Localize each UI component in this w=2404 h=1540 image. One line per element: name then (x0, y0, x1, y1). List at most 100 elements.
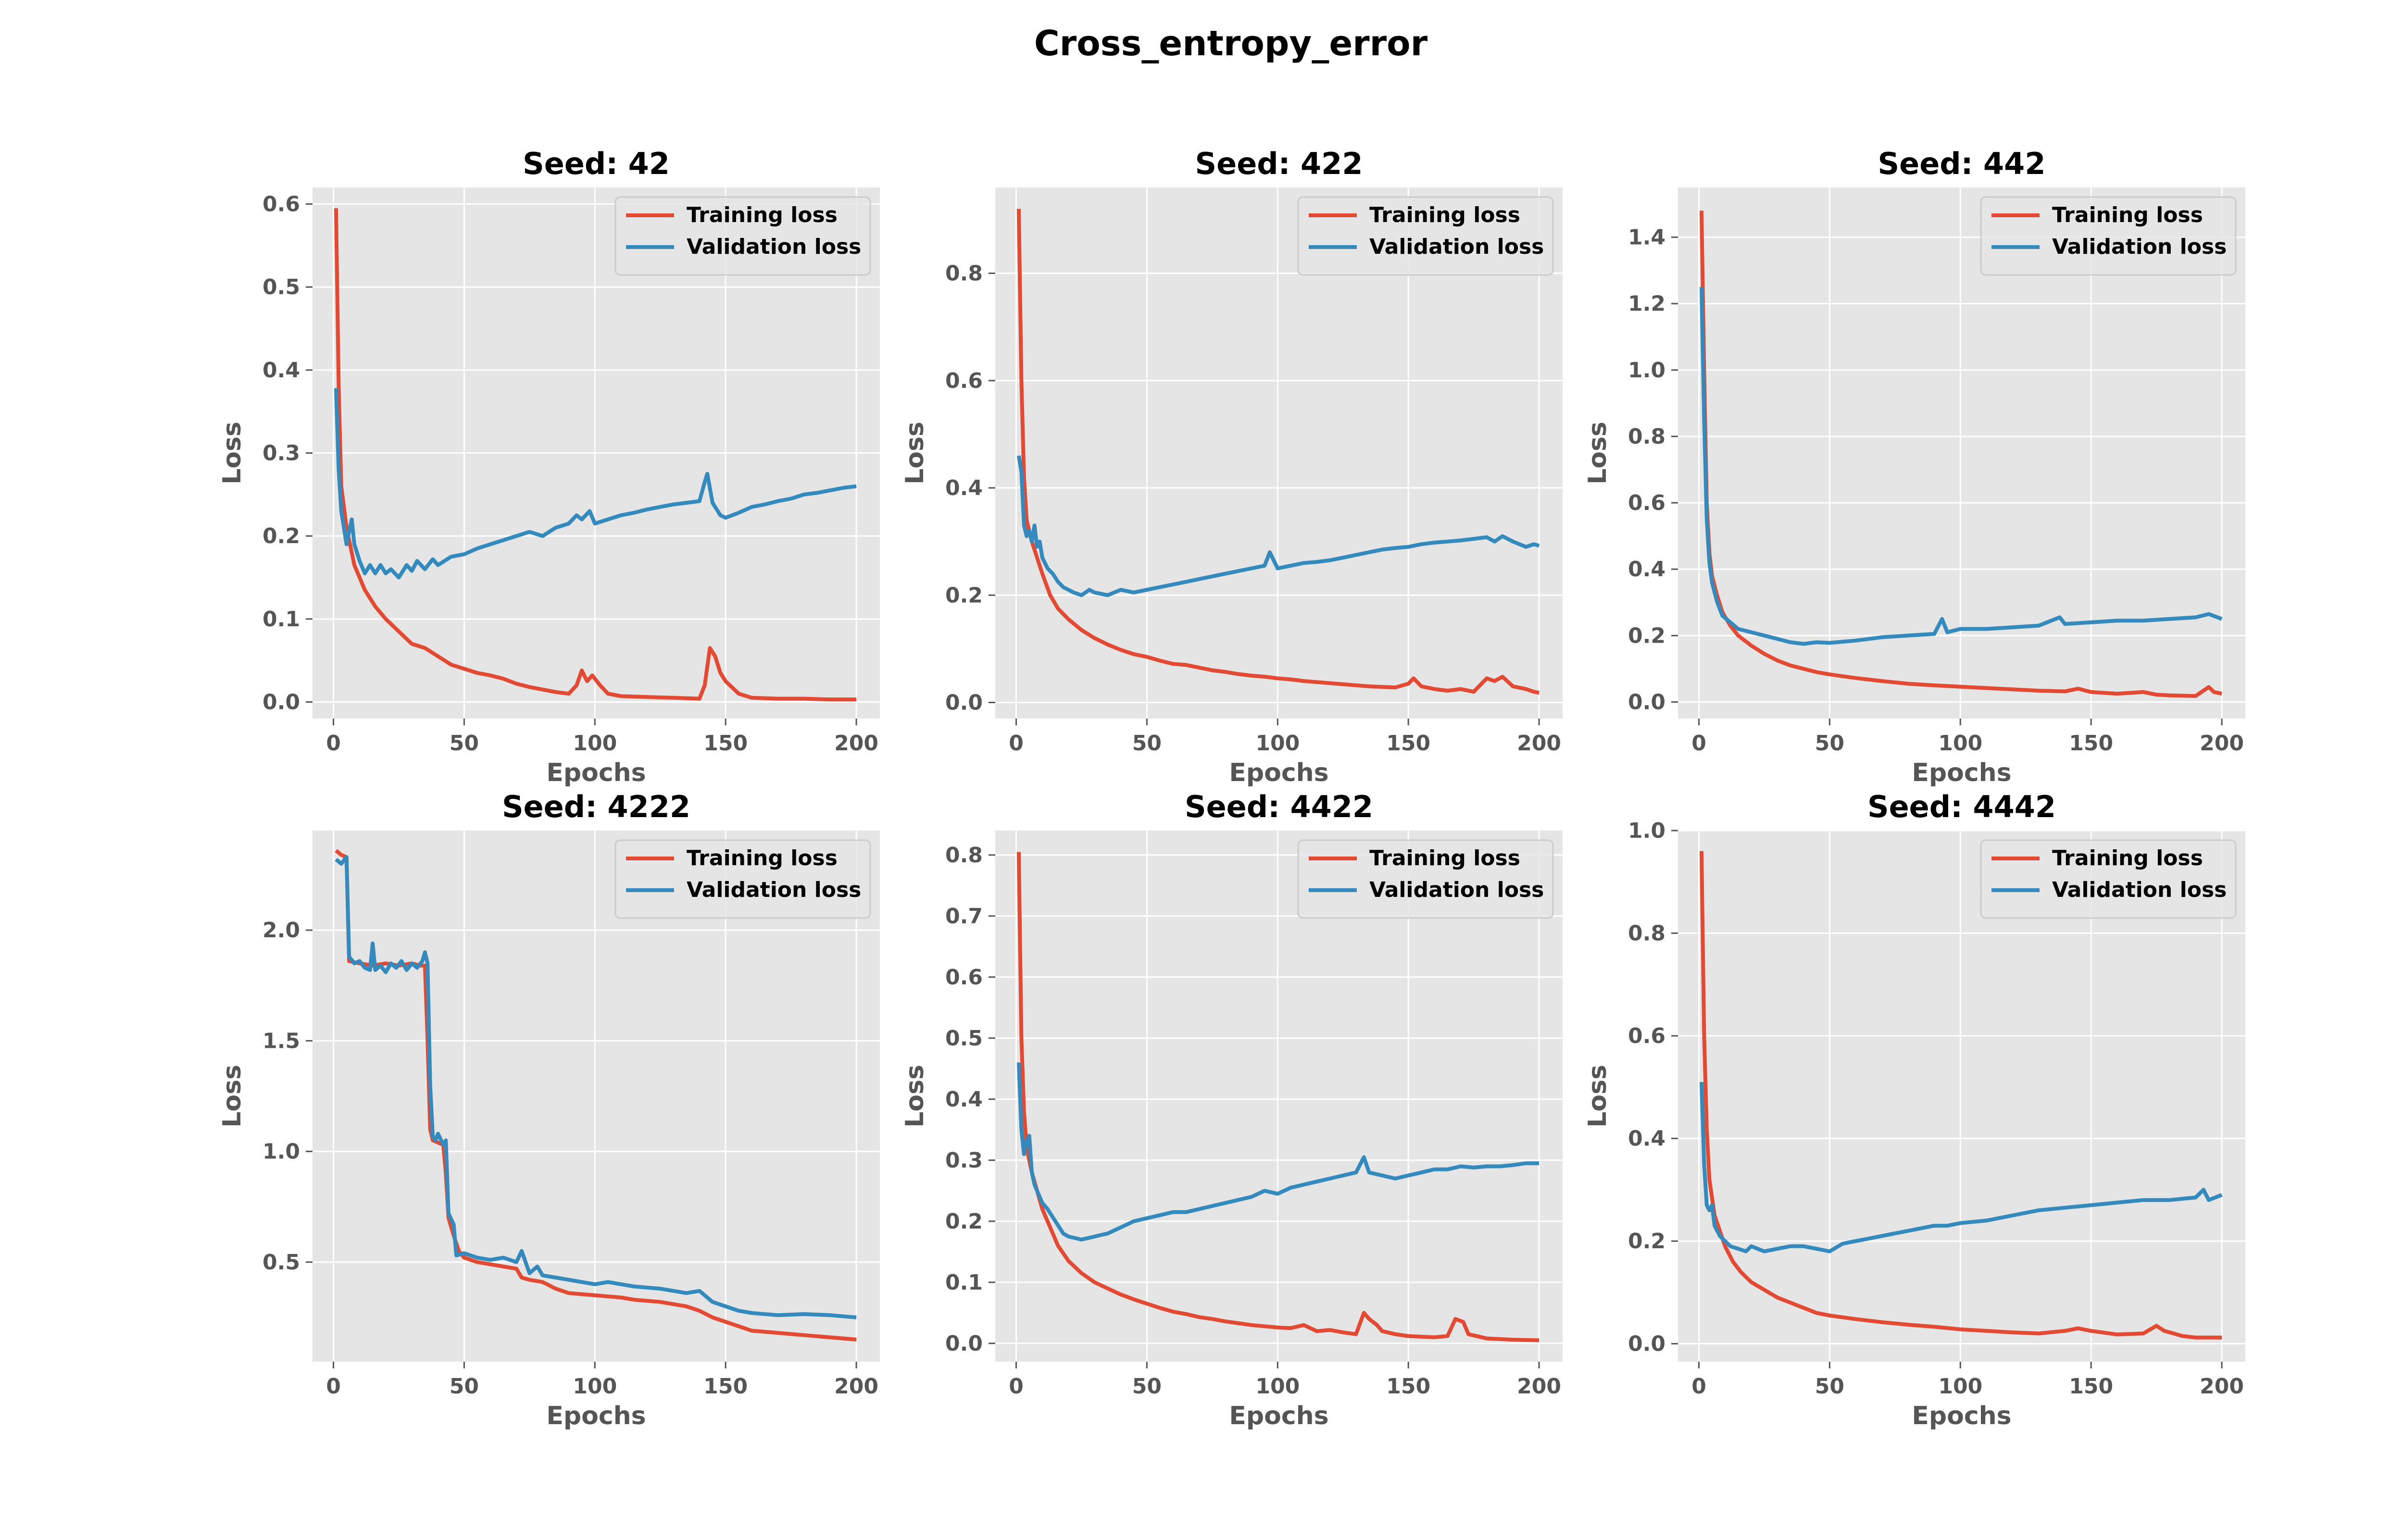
x-tick-label: 100 (1938, 731, 1982, 756)
y-axis-label: Loss (901, 422, 929, 484)
y-axis-label: Loss (218, 1065, 247, 1128)
legend-box (614, 196, 871, 276)
x-tick-label: 150 (703, 1374, 748, 1399)
x-tick-label: 50 (450, 731, 479, 756)
y-tick-label: 0.8 (1628, 921, 1665, 946)
legend-label: Training loss (2052, 846, 2203, 870)
y-tick-label: 0.1 (263, 607, 300, 632)
y-tick-label: 0.8 (945, 843, 983, 868)
legend-box (1297, 839, 1554, 919)
y-tick-label: 1.0 (1628, 819, 1665, 843)
y-tick-label: 0.4 (1628, 557, 1665, 582)
legend: Training loss Validation loss (1297, 196, 1554, 276)
validation-loss-line (1016, 1062, 1540, 1242)
x-tick-label: 50 (450, 1374, 479, 1399)
training-loss-line (1016, 852, 1540, 1342)
legend: Training loss Validation loss (614, 839, 871, 919)
legend: Training loss Validation loss (614, 196, 871, 276)
y-tick-label: 0.3 (263, 441, 300, 466)
y-tick-label: 0.6 (1628, 1024, 1665, 1048)
legend-label: Training loss (1369, 846, 1520, 870)
x-axis-label: Epochs (546, 758, 646, 787)
x-tick-label: 100 (573, 731, 617, 756)
legend-label: Validation loss (2052, 878, 2227, 902)
legend-label: Validation loss (2052, 235, 2227, 259)
legend-label: Training loss (687, 203, 838, 227)
x-tick-label: 150 (2069, 1374, 2113, 1399)
x-tick-label: 0 (326, 1374, 341, 1399)
x-axis-label: Epochs (1912, 758, 2011, 787)
validation-loss-line (335, 855, 857, 1319)
plot-area (995, 831, 1563, 1362)
legend-label: Validation loss (1369, 878, 1544, 902)
y-tick-label: 0.0 (263, 690, 300, 714)
validation-loss-line (1016, 455, 1540, 597)
legend-box (614, 839, 871, 919)
y-tick-label: 1.2 (1628, 292, 1665, 316)
legend-label: Training loss (1369, 203, 1520, 227)
subplot-6: 0 50 100 150 200 0.0 0.2 0.4 0.6 0.8 1.0 Seed: 4442… (1583, 789, 2245, 1430)
x-tick-label: 50 (1815, 1374, 1844, 1399)
y-axis-label: Loss (1583, 422, 1612, 484)
subplot-title: Seed: 442 (1878, 146, 2046, 181)
y-tick-label: 0.0 (1628, 1332, 1665, 1356)
y-axis-label: Loss (218, 422, 247, 484)
x-tick-label: 100 (1255, 731, 1300, 756)
legend: Training loss Validation loss (1980, 839, 2237, 919)
legend-box (1980, 839, 2237, 919)
y-tick-label: 0.2 (945, 1209, 983, 1234)
training-loss-line (1016, 209, 1540, 695)
x-tick-label: 100 (573, 1374, 617, 1399)
y-tick-label: 1.0 (1628, 358, 1665, 383)
x-tick-label: 0 (1009, 731, 1024, 756)
y-tick-label: 0.4 (945, 476, 983, 500)
validation-loss-line (1699, 1081, 2223, 1254)
y-tick-label: 0.2 (945, 583, 983, 608)
x-tick-label: 150 (1386, 731, 1430, 756)
x-tick-label: 150 (2069, 731, 2113, 756)
subplot-title: Seed: 4222 (502, 789, 690, 824)
legend: Training loss Validation loss (1980, 196, 2237, 276)
subplot-4: 0 50 100 150 200 0.5 1.0 1.5 2.0 Seed: 4222 Epochs… (218, 789, 880, 1430)
plot-area (995, 187, 1563, 719)
x-tick-label: 200 (2200, 731, 2244, 756)
validation-loss-line (334, 388, 857, 580)
y-tick-label: 0.5 (945, 1026, 983, 1051)
legend-label: Validation loss (687, 235, 861, 259)
subplot-2: 0 50 100 150 200 0.0 0.2 0.4 0.6 0.8 Seed: 422 Epoc… (901, 146, 1563, 787)
x-tick-label: 150 (703, 731, 748, 756)
subplot-1: 0 50 100 150 200 0.0 0.1 0.2 0.3 0.4 0.5 0.6 Seed: 4… (218, 146, 880, 787)
legend-label: Validation loss (1369, 235, 1544, 259)
subplot-title: Seed: 422 (1195, 146, 1363, 181)
y-tick-label: 0.0 (945, 1331, 983, 1356)
x-tick-label: 0 (1009, 1374, 1024, 1399)
x-tick-label: 200 (834, 731, 878, 756)
x-tick-label: 0 (1691, 1374, 1706, 1399)
legend-box (1297, 196, 1554, 276)
x-axis-label: Epochs (1229, 1402, 1328, 1430)
y-tick-label: 0.6 (263, 192, 300, 217)
x-tick-label: 50 (1132, 1374, 1162, 1399)
y-tick-label: 0.2 (1628, 623, 1665, 648)
legend: Training loss Validation loss (1297, 839, 1554, 919)
y-tick-label: 0.4 (945, 1087, 983, 1112)
validation-loss-line (1699, 287, 2223, 646)
x-tick-label: 50 (1815, 731, 1844, 756)
y-tick-label: 0.6 (945, 369, 983, 393)
y-tick-label: 0.6 (1628, 491, 1665, 515)
y-axis-label: Loss (901, 1065, 929, 1128)
legend-label: Training loss (2052, 203, 2203, 227)
y-tick-label: 0.4 (1628, 1127, 1665, 1151)
y-tick-label: 2.0 (263, 918, 300, 943)
legend-label: Validation loss (687, 878, 861, 902)
y-tick-label: 0.6 (945, 965, 983, 990)
x-axis-label: Epochs (546, 1402, 646, 1430)
legend-label: Training loss (687, 846, 838, 870)
y-tick-label: 0.2 (263, 524, 300, 548)
y-tick-label: 0.0 (945, 691, 983, 715)
x-tick-label: 0 (326, 731, 341, 756)
y-tick-label: 1.5 (263, 1029, 300, 1053)
y-tick-label: 0.7 (945, 904, 983, 929)
